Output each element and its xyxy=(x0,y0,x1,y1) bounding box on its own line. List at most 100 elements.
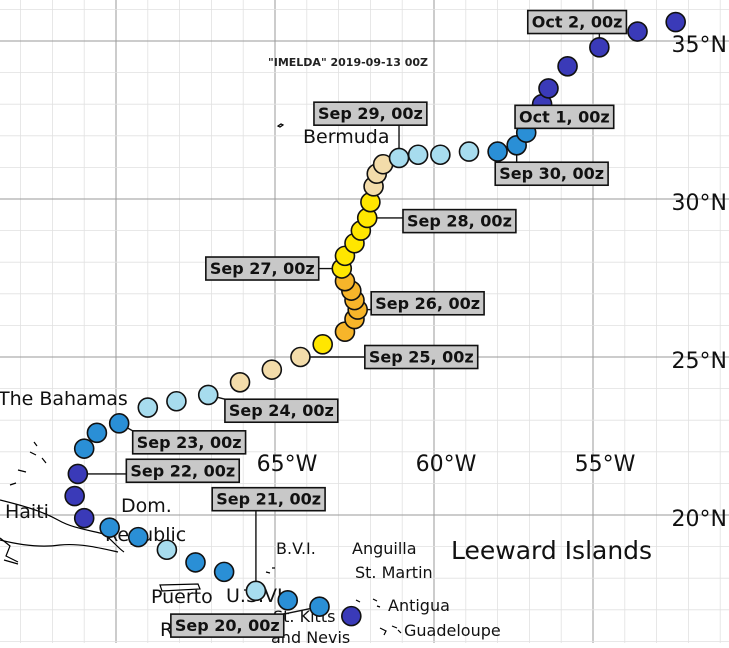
track-point xyxy=(341,605,362,627)
track-point xyxy=(557,55,578,77)
date-label-box xyxy=(125,458,241,484)
place-st-martin: St. Martin xyxy=(355,563,433,582)
place-leeward-islands: Leeward Islands xyxy=(451,536,652,565)
track-point xyxy=(538,78,559,99)
lat-label-25n: 25°N xyxy=(672,349,727,374)
date-label: Sep 24, 00z xyxy=(224,398,339,424)
date-label-box xyxy=(370,290,485,316)
track-point xyxy=(213,561,235,583)
date-label-text: Sep 28, 00z xyxy=(407,212,512,231)
date-label: Sep 21, 00z xyxy=(211,486,326,512)
track-point xyxy=(277,590,299,611)
lon-label-65w: 65°W xyxy=(257,452,318,477)
date-label: Sep 22, 00z xyxy=(125,458,241,484)
date-labels: Oct 2, 00z Oct 1, 00z Sep 30, 00z Sep 29, 0… xyxy=(125,9,628,638)
date-label-box xyxy=(211,486,326,512)
track-point xyxy=(388,147,410,169)
track-point xyxy=(197,384,219,406)
track-point xyxy=(290,346,311,368)
place-anguilla: Anguilla xyxy=(352,539,417,558)
place-bermuda: Bermuda xyxy=(303,126,389,148)
date-label-text: Sep 29, 00z xyxy=(318,104,423,123)
track-point xyxy=(166,390,187,412)
place-bvi: B.V.I. xyxy=(276,539,316,558)
date-label: Sep 30, 00z xyxy=(494,161,609,187)
date-label: Sep 27, 00z xyxy=(205,256,320,281)
track-point xyxy=(430,144,451,166)
track-point xyxy=(407,144,429,166)
place-dom-rep-1: Dom. xyxy=(121,495,172,517)
date-label-box xyxy=(514,104,615,130)
date-label-box xyxy=(526,9,628,35)
date-label-text: Sep 23, 00z xyxy=(137,433,242,452)
date-label: Sep 29, 00z xyxy=(313,101,428,126)
track-point xyxy=(487,141,508,162)
track-point xyxy=(245,580,267,602)
axis-labels: 65°W 60°W 55°W 35°N 30°N 25°N 20°N xyxy=(257,33,727,532)
lat-label-35n: 35°N xyxy=(672,33,727,58)
date-label-box xyxy=(224,398,339,424)
date-label: Sep 25, 00z xyxy=(364,344,479,370)
leeward-islands xyxy=(355,598,402,636)
track-point xyxy=(185,552,206,573)
track-point xyxy=(127,526,149,548)
date-label-box xyxy=(364,344,479,370)
place-puerto-rico-1: Puerto xyxy=(151,586,213,608)
track-point xyxy=(312,334,334,355)
virgin-islands xyxy=(244,567,275,601)
track-point xyxy=(156,539,178,561)
place-names: Bermuda The Bahamas Haiti Dom. Republic … xyxy=(0,126,652,647)
storm-track xyxy=(64,11,686,627)
bermuda-island xyxy=(276,123,285,128)
date-label-text: Oct 1, 00z xyxy=(519,107,610,126)
date-label-text: Oct 2, 00z xyxy=(532,13,623,32)
bahamas-islands xyxy=(9,441,47,486)
track-point xyxy=(73,438,95,459)
place-antigua: Antigua xyxy=(388,596,450,615)
lon-label-55w: 55°W xyxy=(575,452,636,477)
track-point xyxy=(67,463,89,485)
place-haiti: Haiti xyxy=(5,501,49,523)
track-point xyxy=(589,37,610,58)
track-point xyxy=(86,422,108,444)
lon-label-60w: 60°W xyxy=(416,452,477,477)
date-label-text: Sep 25, 00z xyxy=(369,348,474,367)
place-guadeloupe: Guadeloupe xyxy=(404,621,501,640)
lat-label-30n: 30°N xyxy=(672,191,727,216)
track-point xyxy=(665,11,686,33)
date-label-text: Sep 26, 00z xyxy=(375,294,480,313)
track-point xyxy=(229,371,251,393)
date-label: Sep 23, 00z xyxy=(131,430,247,455)
track-point xyxy=(627,21,648,42)
place-bahamas: The Bahamas xyxy=(0,388,128,410)
lat-label-20n: 20°N xyxy=(672,507,727,532)
date-label-text: Sep 27, 00z xyxy=(210,259,315,278)
track-point xyxy=(458,141,480,162)
track-point xyxy=(108,413,130,434)
place-st-kitts-2: and Nevis xyxy=(271,628,350,643)
track-point xyxy=(99,517,120,538)
date-label: Sep 28, 00z xyxy=(402,208,517,234)
date-label-text: Sep 24, 00z xyxy=(229,401,334,420)
track-point xyxy=(73,507,95,529)
date-label-box xyxy=(205,256,320,281)
date-label-box xyxy=(170,613,285,638)
hispaniola-coast xyxy=(0,499,125,553)
track-point xyxy=(309,596,330,617)
map-title: "IMELDA" 2019-09-13 00Z xyxy=(268,56,428,69)
date-label-box xyxy=(313,101,428,126)
date-label-text: Sep 20, 00z xyxy=(175,616,280,635)
track-point xyxy=(64,485,85,507)
date-label-box xyxy=(402,208,517,234)
track-point xyxy=(261,359,283,380)
date-label: Oct 1, 00z xyxy=(514,104,615,130)
cuba-coast xyxy=(0,537,19,565)
puerto-rico-coast xyxy=(159,583,201,592)
date-label-box xyxy=(494,161,609,187)
date-label-text: Sep 21, 00z xyxy=(216,490,321,509)
date-label: Oct 2, 00z xyxy=(526,9,628,35)
date-label-box xyxy=(131,430,247,455)
date-label: Sep 20, 00z xyxy=(170,613,285,638)
